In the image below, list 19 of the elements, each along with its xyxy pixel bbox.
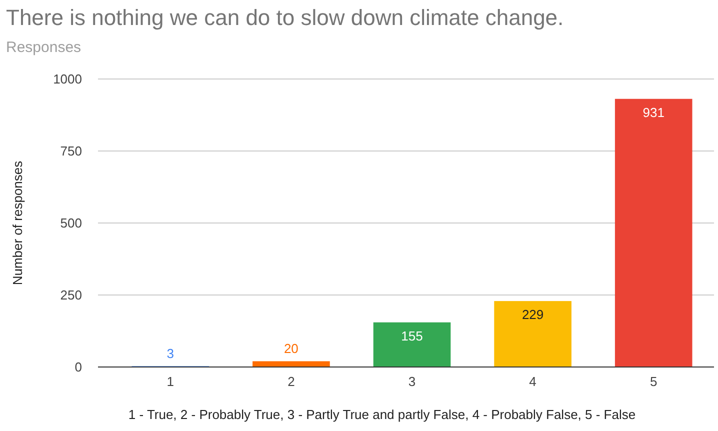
x-tick-label: 1 bbox=[166, 374, 174, 389]
y-tick-label: 1000 bbox=[53, 72, 82, 86]
x-tick-label: 3 bbox=[408, 374, 416, 389]
x-tick-label: 4 bbox=[529, 374, 536, 389]
data-label: 931 bbox=[642, 104, 664, 120]
chart-subtitle: Responses bbox=[6, 39, 82, 56]
x-axis-title: 1 - True, 2 - Probably True, 3 - Partly True and partly False, 4 - Probably False, 5 - False bbox=[128, 407, 636, 422]
y-tick-label: 250 bbox=[60, 288, 82, 302]
data-label: 155 bbox=[401, 328, 423, 344]
x-tick-label: 2 bbox=[288, 374, 295, 389]
y-tick-label: 0 bbox=[74, 360, 82, 374]
data-label: 3 bbox=[166, 346, 174, 362]
y-tick-label: 750 bbox=[60, 144, 82, 158]
data-label: 20 bbox=[284, 341, 298, 356]
y-axis-title: Number of responses bbox=[10, 160, 25, 286]
x-tick-label: 5 bbox=[650, 374, 658, 389]
data-label: 229 bbox=[522, 307, 544, 322]
chart-title: There is nothing we can do to slow down climate change. bbox=[6, 5, 564, 30]
y-tick-label: 500 bbox=[60, 216, 82, 230]
